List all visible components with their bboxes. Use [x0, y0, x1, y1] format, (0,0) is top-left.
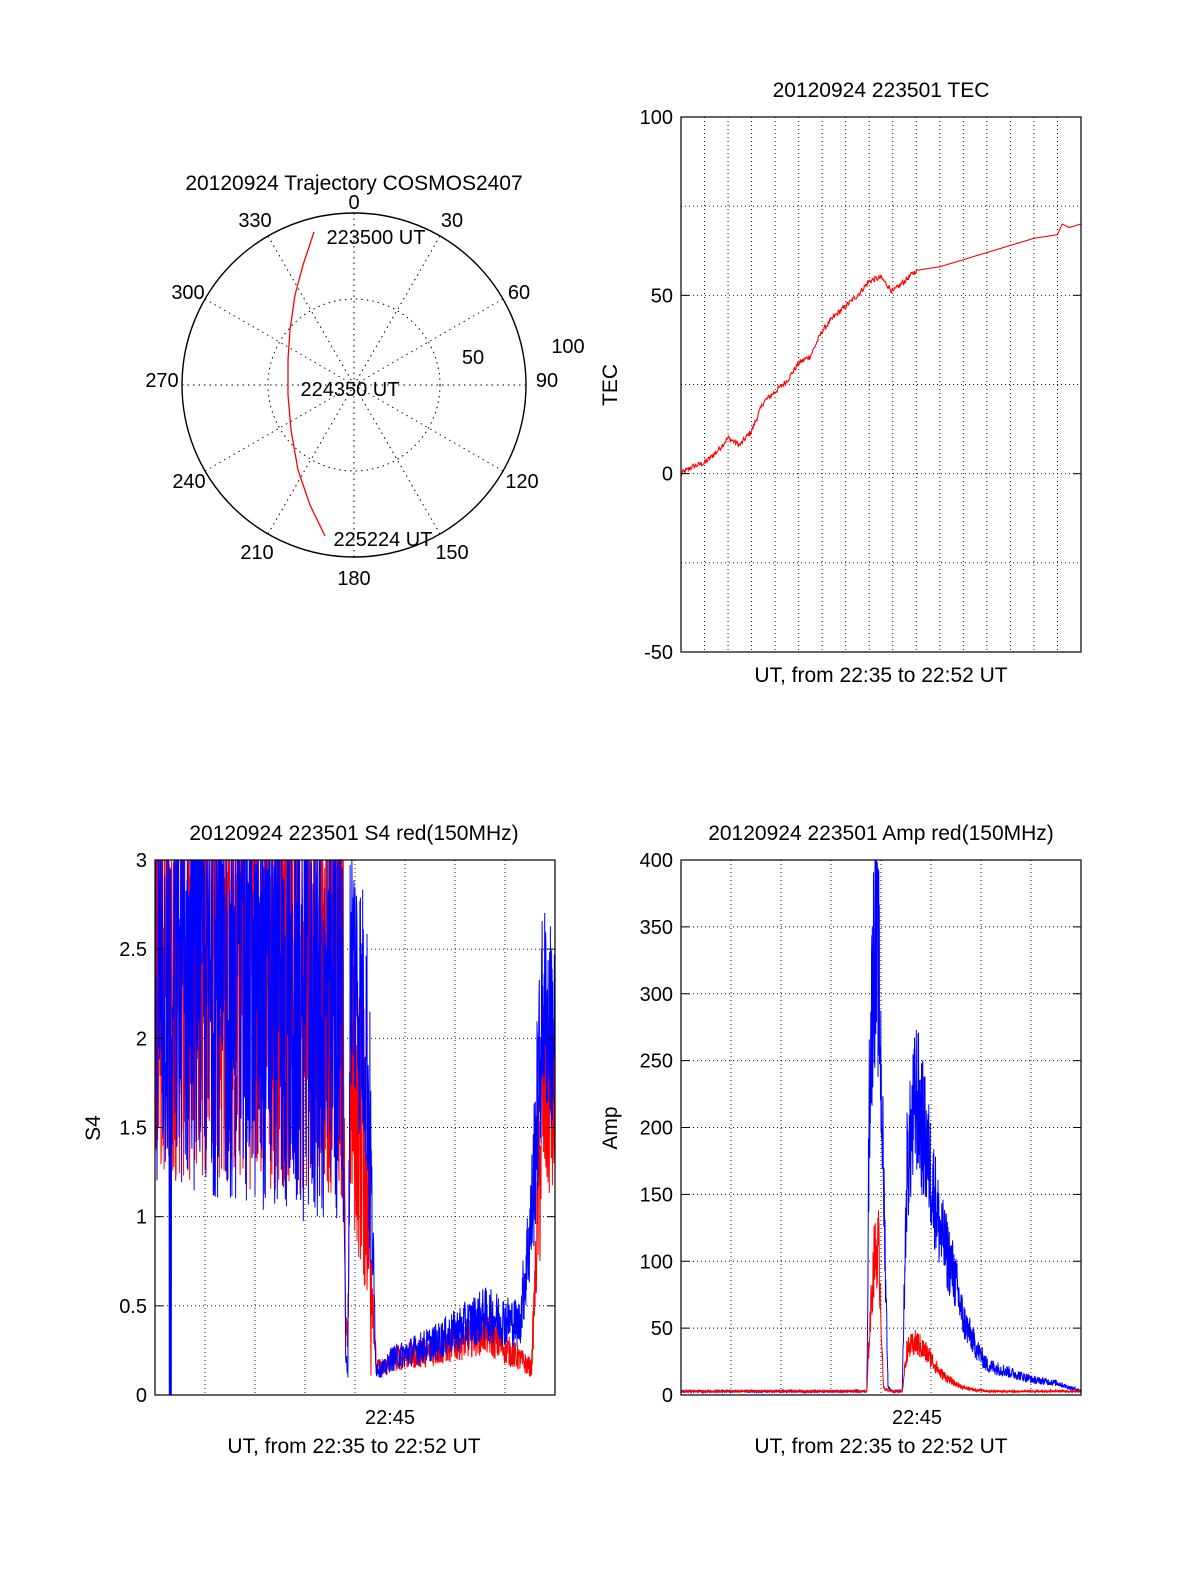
polar-azimuth-label-300: 300 [171, 282, 204, 304]
s4-ytick-0: 0 [136, 1385, 147, 1407]
s4-ytick-3: 1.5 [119, 1118, 147, 1140]
polar-trajectory-panel: 20120924 Trajectory COSMOS2407 0 30 60 90 12… [145, 172, 584, 590]
polar-azimuth-label-270: 270 [145, 370, 178, 392]
s4-xlabel: UT, from 22:35 to 22:52 UT [227, 1435, 480, 1458]
amp-line-red [680, 1210, 1082, 1395]
amp-ytick-8: 400 [640, 850, 673, 872]
s4-panel: 20120924 223501 S4 red(150MHz) 0 0.5 1 1.5 2… [82, 822, 556, 1458]
polar-azimuth-label-90: 90 [536, 370, 558, 392]
s4-ytick-4: 2 [136, 1028, 147, 1050]
polar-annotation-0: 223500 UT [327, 227, 426, 249]
polar-title: 20120924 Trajectory COSMOS2407 [185, 172, 522, 195]
s4-ytick-2: 1 [136, 1207, 147, 1229]
tec-grid [681, 117, 1081, 652]
polar-inner-circle [267, 298, 441, 472]
polar-spoke-240 [204, 384, 355, 472]
s4-ytick-5: 2.5 [119, 939, 147, 961]
polar-spoke-60 [353, 298, 504, 386]
polar-spoke-330 [267, 235, 355, 386]
polar-spoke-210 [267, 384, 355, 535]
amp-ylabel: Amp [599, 1106, 622, 1149]
s4-series [154, 858, 556, 1396]
polar-annotations: 223500 UT 224350 UT 225224 UT [301, 227, 433, 551]
tec-ylabel: TEC [599, 364, 622, 406]
polar-azimuth-label-120: 120 [505, 471, 538, 493]
amp-ytick-6: 300 [640, 984, 673, 1006]
polar-azimuth-label-150: 150 [435, 542, 468, 564]
amp-xlabel: UT, from 22:35 to 22:52 UT [754, 1435, 1007, 1458]
s4-ylabel: S4 [82, 1115, 105, 1141]
amp-ytick-1: 50 [651, 1318, 673, 1340]
polar-annotation-1: 224350 UT [301, 379, 400, 401]
tec-yticks: -50 0 50 100 [640, 107, 1081, 664]
tec-xlabel: UT, from 22:35 to 22:52 UT [754, 664, 1007, 687]
polar-azimuth-label-60: 60 [508, 282, 530, 304]
amp-panel: 20120924 223501 Amp red(150MHz) 0 50 100 15… [599, 822, 1082, 1458]
s4-yticks: 0 0.5 1 1.5 2 2.5 3 [119, 850, 555, 1407]
amp-ytick-0: 0 [662, 1385, 673, 1407]
polar-radial-labels: 50 100 [462, 336, 585, 369]
polar-azimuth-labels: 0 30 60 90 120 150 180 210 240 270 300 330 [145, 192, 558, 590]
amp-ytick-7: 350 [640, 917, 673, 939]
tec-ytick-0: -50 [644, 642, 673, 664]
polar-radial-label-100: 100 [551, 336, 584, 358]
s4-xtick-2245: 22:45 [365, 1407, 415, 1429]
amp-xtick-2245: 22:45 [892, 1407, 942, 1429]
tec-ytick-3: 100 [640, 107, 673, 129]
polar-azimuth-label-210: 210 [240, 542, 273, 564]
polar-azimuth-label-240: 240 [172, 471, 205, 493]
amp-ytick-4: 200 [640, 1118, 673, 1140]
amp-ytick-3: 150 [640, 1184, 673, 1206]
polar-annotation-2: 225224 UT [334, 529, 433, 551]
amp-ytick-5: 250 [640, 1051, 673, 1073]
amp-yticks: 0 50 100 150 200 250 300 350 400 [640, 850, 1081, 1407]
polar-spoke-150 [353, 384, 441, 535]
amp-title: 20120924 223501 Amp red(150MHz) [708, 822, 1054, 845]
polar-azimuth-label-0: 0 [348, 192, 359, 214]
polar-azimuth-label-30: 30 [441, 210, 463, 232]
tec-frame [680, 116, 1082, 653]
tec-ytick-2: 50 [651, 285, 673, 307]
polar-spoke-300 [204, 298, 355, 386]
tec-line-red [680, 223, 1082, 477]
s4-line-blue [154, 858, 556, 1396]
polar-trajectory-line [287, 231, 326, 537]
polar-azimuth-label-330: 330 [238, 210, 271, 232]
tec-panel: 20120924 223501 TEC -50 0 50 100 UT, from 2… [599, 79, 1082, 687]
amp-ytick-2: 100 [640, 1251, 673, 1273]
polar-trajectory-series [287, 231, 326, 537]
s4-ytick-6: 3 [136, 850, 147, 872]
s4-ytick-1: 0.5 [119, 1296, 147, 1318]
polar-azimuth-label-180: 180 [337, 568, 370, 590]
s4-title: 20120924 223501 S4 red(150MHz) [189, 822, 518, 845]
tec-series [680, 223, 1082, 477]
polar-spoke-120 [353, 384, 504, 472]
tec-ytick-1: 0 [662, 464, 673, 486]
polar-spoke-30 [353, 235, 441, 386]
amp-series [680, 859, 1082, 1395]
polar-grid [181, 212, 527, 558]
polar-radial-label-50: 50 [462, 347, 484, 369]
tec-title: 20120924 223501 TEC [773, 79, 990, 102]
